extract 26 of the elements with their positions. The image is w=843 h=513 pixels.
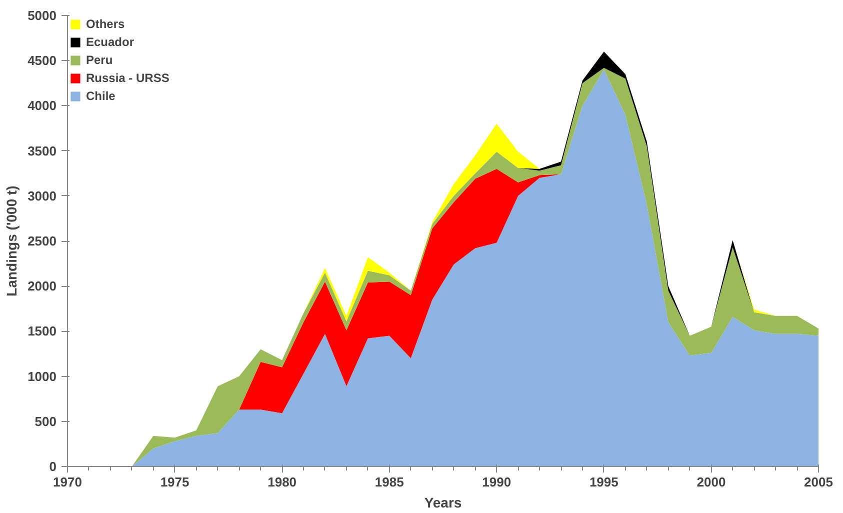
y-tick-label: 3500 (28, 143, 56, 158)
y-tick-label: 1500 (28, 324, 56, 339)
legend-label: Others (86, 17, 125, 31)
x-tick-label: 1975 (160, 474, 190, 490)
y-tick-label: 2000 (28, 278, 56, 294)
y-tick-label: 4000 (28, 98, 56, 114)
legend-label: Russia - URSS (86, 71, 170, 85)
legend-label: Ecuador (86, 35, 134, 49)
y-tick-label: 0 (49, 459, 57, 474)
legend-label: Chile (86, 89, 116, 103)
x-tick-label: 2000 (696, 474, 726, 490)
y-tick-label: 3000 (28, 188, 56, 204)
y-tick-label: 500 (34, 414, 57, 429)
x-axis-title: Years (424, 494, 462, 510)
y-tick-label: 1000 (28, 368, 56, 384)
y-tick-label: 4500 (28, 53, 56, 68)
x-tick-label: 1990 (482, 474, 512, 490)
x-tick-label: 1995 (589, 474, 618, 490)
y-tick-label: 5000 (28, 8, 56, 23)
y-tick-label: 2500 (28, 234, 56, 248)
y-axis-title: Landings ('000 t) (4, 186, 20, 296)
x-tick-label: 2005 (804, 474, 833, 490)
legend-label: Peru (86, 53, 113, 67)
x-tick-label: 1970 (53, 474, 82, 490)
x-tick-label: 1980 (268, 474, 297, 490)
x-tick-label: 1985 (374, 474, 404, 490)
